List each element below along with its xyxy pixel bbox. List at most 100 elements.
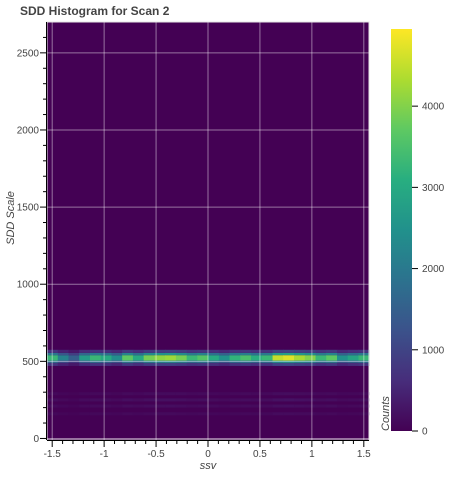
heatmap-cell [47, 349, 59, 353]
heatmap-cell [57, 398, 69, 402]
heatmap-cell [208, 412, 220, 416]
heatmap-cell [111, 355, 123, 361]
heatmap-cell [89, 360, 102, 363]
x-tick-label: 0 [205, 449, 211, 460]
heatmap-cell [197, 362, 209, 366]
chart-title: SDD Histogram for Scan 2 [20, 4, 170, 18]
heatmap-cell [347, 412, 359, 416]
heatmap-cell [272, 392, 284, 396]
heatmap-cell [122, 412, 134, 416]
heatmap-cell [175, 362, 188, 366]
heatmap-cell [89, 355, 102, 361]
heatmap-cell [186, 362, 198, 366]
y-tick-label: 1000 [17, 280, 40, 291]
heatmap-cell [165, 404, 177, 408]
heatmap-cell [197, 355, 209, 361]
heatmap-cell [100, 412, 112, 416]
heatmap-cell [358, 360, 370, 363]
heatmap-cell [186, 392, 198, 396]
colorbar-tick-label: 0 [422, 427, 428, 438]
heatmap-cell [294, 352, 306, 356]
heatmap-cell [251, 360, 263, 363]
heatmap-cell [154, 360, 166, 363]
heatmap-cell [122, 362, 134, 366]
heatmap-cell [240, 360, 252, 363]
heatmap-cell [283, 412, 295, 416]
heatmap-cell [143, 392, 155, 396]
heatmap-cell [132, 404, 145, 408]
heatmap-cell [315, 362, 327, 366]
heatmap-cell [347, 398, 359, 402]
heatmap-cell [165, 360, 177, 363]
heatmap-cell [68, 355, 80, 361]
heatmap-cell [347, 355, 359, 361]
heatmap-cell [294, 392, 306, 396]
heatmap-cell [336, 355, 349, 361]
heatmap-cell [304, 355, 316, 361]
heatmap-cell [229, 404, 241, 408]
heatmap-cell [358, 392, 370, 396]
heatmap-cell [57, 355, 69, 361]
heatmap-cell [218, 362, 230, 366]
heatmap-cell [347, 352, 359, 356]
x-tick-label: 1.5 [357, 449, 371, 460]
heatmap-cell [47, 404, 59, 408]
colorbar-ramp [391, 29, 412, 431]
heatmap-cell [283, 352, 295, 356]
heatmap-cell [68, 352, 80, 356]
heatmap-cell [143, 349, 155, 353]
heatmap-cell [208, 355, 220, 361]
heatmap-cell [89, 362, 102, 366]
heatmap-cell [240, 404, 252, 408]
heatmap-cell [261, 360, 273, 363]
heatmap-cell [122, 398, 134, 402]
heatmap-cell [272, 355, 284, 361]
heatmap-cell [143, 360, 155, 363]
heatmap-cell [283, 362, 295, 366]
heatmap-cell [47, 352, 59, 356]
heatmap-cell [336, 392, 349, 396]
heatmap-cell [294, 355, 306, 361]
heatmap-cell [336, 398, 349, 402]
heatmap-cell [336, 362, 349, 366]
heatmap-cell [68, 349, 80, 353]
heatmap-cell [283, 360, 295, 363]
heatmap-cell [186, 412, 198, 416]
heatmap-cell [165, 349, 177, 353]
heatmap-cell [326, 355, 338, 361]
y-tick-label: 2500 [17, 48, 40, 59]
heatmap-cell [132, 360, 145, 363]
heatmap-cell [68, 404, 80, 408]
x-tick-label: -1 [100, 449, 109, 460]
heatmap-cell [100, 392, 112, 396]
heatmap-cell [100, 404, 112, 408]
heatmap-cell [143, 352, 155, 356]
heatmap-cell [294, 404, 306, 408]
heatmap-cell [68, 392, 80, 396]
heatmap-cell [261, 349, 273, 353]
heatmap-cell [175, 352, 188, 356]
heatmap-cell [47, 362, 59, 366]
heatmap-cell [89, 349, 102, 353]
heatmap-cell [294, 360, 306, 363]
heatmap-cell [315, 392, 327, 396]
heatmap-cell [304, 352, 316, 356]
heatmap-cell [358, 352, 370, 356]
heatmap-cell [261, 398, 273, 402]
heatmap-cell [111, 349, 123, 353]
heatmap-cell [100, 349, 112, 353]
heatmap-cell [347, 360, 359, 363]
heatmap-cell [326, 352, 338, 356]
heatmap-cell [79, 412, 91, 416]
heatmap-cell [197, 349, 209, 353]
heatmap-cell [132, 392, 145, 396]
heatmap-cell [294, 362, 306, 366]
heatmap-cell [197, 360, 209, 363]
heatmap-cell [154, 352, 166, 356]
heatmap-cell [261, 412, 273, 416]
heatmap-cell [57, 349, 69, 353]
heatmap-cell [304, 349, 316, 353]
heatmap-cell [251, 404, 263, 408]
heatmap-cell [89, 398, 102, 402]
